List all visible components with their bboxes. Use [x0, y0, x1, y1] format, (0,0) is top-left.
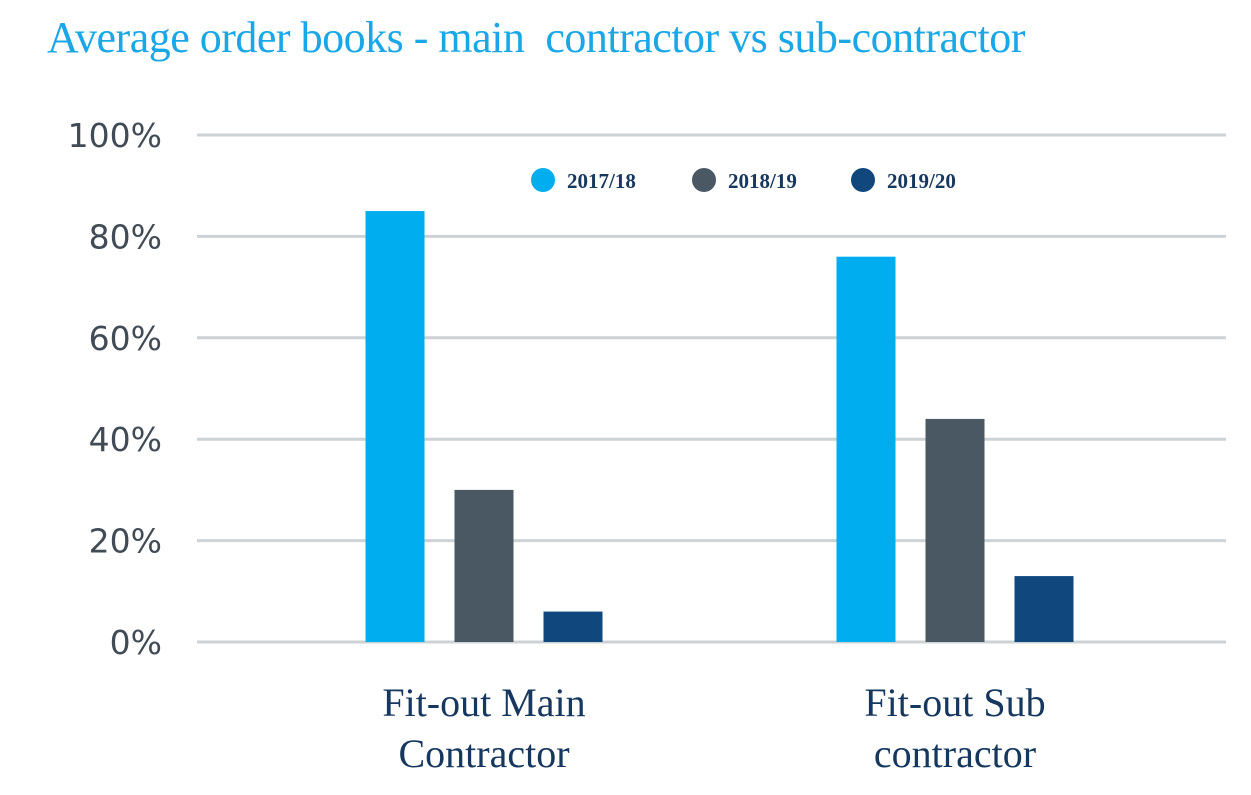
bar-2018-19-main-contractor [454, 489, 514, 642]
y-tick-label: 20% [89, 522, 162, 561]
legend-label-2017-18: 2017/18 [567, 169, 636, 193]
bar-2017-18-main-contractor [365, 211, 425, 643]
y-tick-label: 0% [110, 623, 162, 662]
bar-2019-20-main-contractor [543, 611, 603, 642]
category-label-line: Fit-out Sub [864, 680, 1045, 725]
bar-2019-20-sub-contractor [1014, 576, 1074, 642]
legend-marker-2017-18 [531, 168, 555, 192]
y-tick-label: 40% [89, 420, 162, 459]
gridlines [197, 133, 1226, 644]
category-label-line: Contractor [398, 731, 569, 776]
y-tick-label: 80% [89, 217, 162, 256]
x-axis-category-labels: Fit-out Main Contractor Fit-out Sub contrac… [382, 680, 1045, 776]
y-axis-tick-labels: 0% 20% 40% 60% 80% 100% [68, 116, 162, 662]
legend: 2017/18 2018/19 2019/20 [531, 168, 956, 193]
y-tick-label: 60% [89, 319, 162, 358]
legend-marker-2018-19 [692, 168, 716, 192]
bars [365, 211, 1074, 643]
category-label-line: contractor [874, 731, 1036, 776]
legend-marker-2019-20 [851, 168, 875, 192]
bar-2018-19-sub-contractor [925, 418, 985, 642]
bar-2017-18-sub-contractor [836, 256, 896, 642]
y-tick-label: 100% [68, 116, 162, 155]
chart-title: Average order books - main contractor vs… [47, 13, 1025, 62]
legend-label-2018-19: 2018/19 [728, 169, 797, 193]
legend-label-2019-20: 2019/20 [887, 169, 956, 193]
category-label-line: Fit-out Main [382, 680, 585, 725]
